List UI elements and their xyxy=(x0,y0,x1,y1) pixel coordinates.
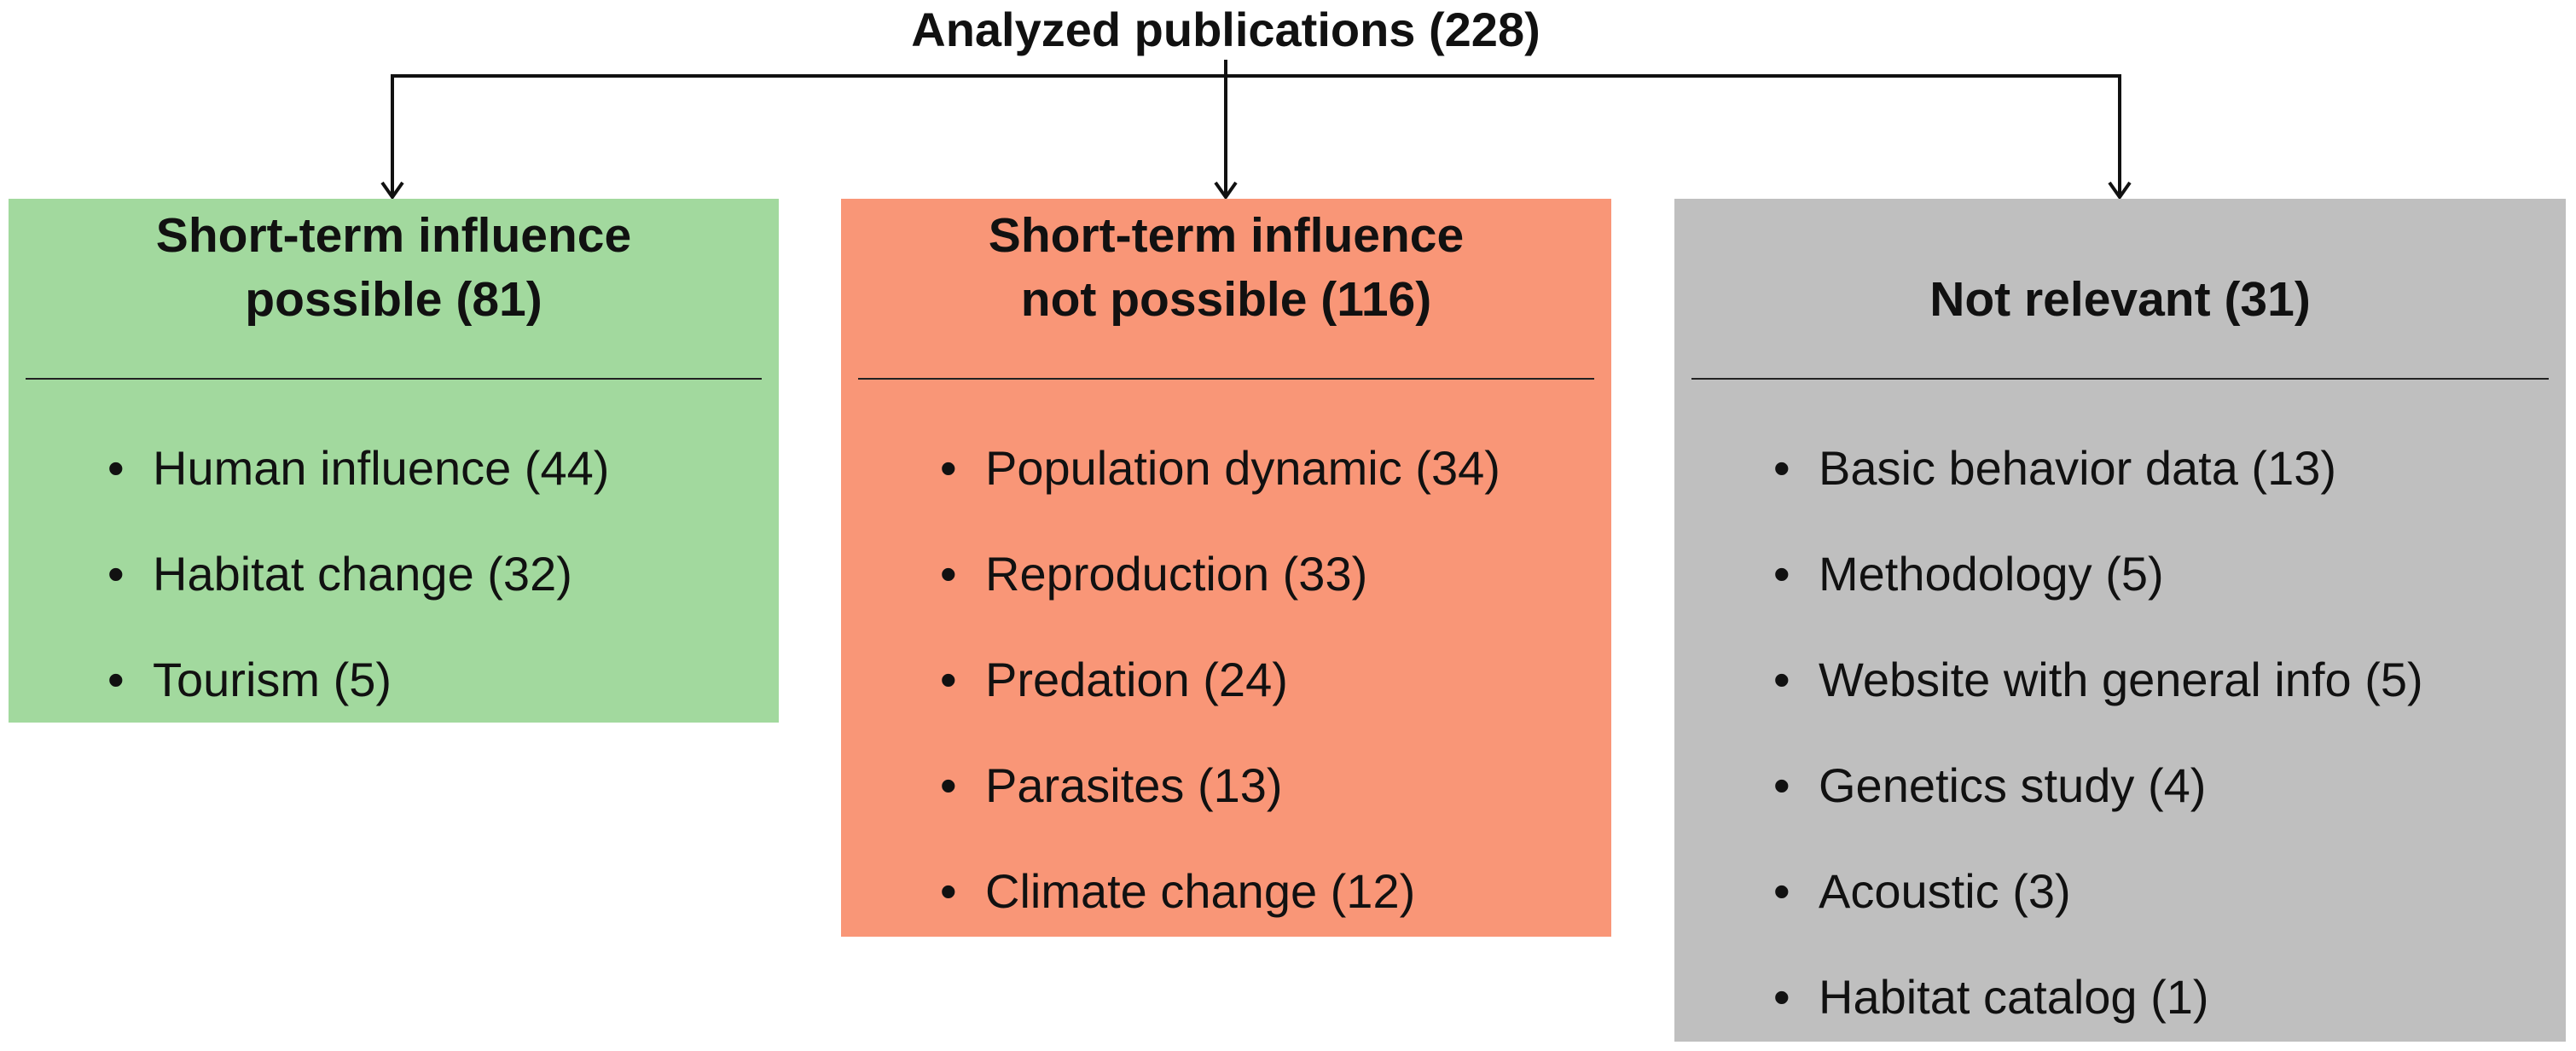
item-list: Basic behavior data (13)Methodology (5)W… xyxy=(1674,415,2566,1050)
list-item: Tourism (5) xyxy=(9,627,779,733)
category-box: Short-term influence possible (81) Human … xyxy=(9,199,779,733)
arrow-head xyxy=(380,181,404,200)
box-heading: Short-term influence not possible (116) xyxy=(988,208,1465,327)
box-header: Short-term influence possible (81) xyxy=(9,199,779,332)
category-box: Short-term influence not possible (116) P… xyxy=(841,199,1611,944)
arrow-head xyxy=(2108,181,2132,200)
item-list: Population dynamic (34)Reproduction (33)… xyxy=(841,415,1611,944)
arrow-head xyxy=(1214,181,1238,200)
box-heading: Short-term influence possible (81) xyxy=(155,208,632,327)
list-item: Predation (24) xyxy=(841,627,1611,733)
list-item: Parasites (13) xyxy=(841,733,1611,839)
list-item: Human influence (44) xyxy=(9,415,779,521)
category-box: Not relevant (31) Basic behavior data (13… xyxy=(1674,199,2566,1050)
separator xyxy=(858,378,1594,380)
list-item: Website with general info (5) xyxy=(1674,627,2566,733)
separator xyxy=(26,378,762,380)
box-header: Not relevant (31) xyxy=(1674,199,2566,332)
list-item: Climate change (12) xyxy=(841,839,1611,944)
item-list: Human influence (44)Habitat change (32)T… xyxy=(9,415,779,733)
list-item: Reproduction (33) xyxy=(841,521,1611,627)
list-item: Habitat catalog (1) xyxy=(1674,944,2566,1050)
box-header: Short-term influence not possible (116) xyxy=(841,199,1611,332)
box-heading: Not relevant (31) xyxy=(1929,272,2311,327)
diagram-title: Analyzed publications (228) xyxy=(911,3,1540,56)
list-item: Acoustic (3) xyxy=(1674,839,2566,944)
separator xyxy=(1691,378,2549,380)
list-item: Genetics study (4) xyxy=(1674,733,2566,839)
list-item: Habitat change (32) xyxy=(9,521,779,627)
list-item: Methodology (5) xyxy=(1674,521,2566,627)
list-item: Population dynamic (34) xyxy=(841,415,1611,521)
connector-line xyxy=(391,74,2121,197)
list-item: Basic behavior data (13) xyxy=(1674,415,2566,521)
